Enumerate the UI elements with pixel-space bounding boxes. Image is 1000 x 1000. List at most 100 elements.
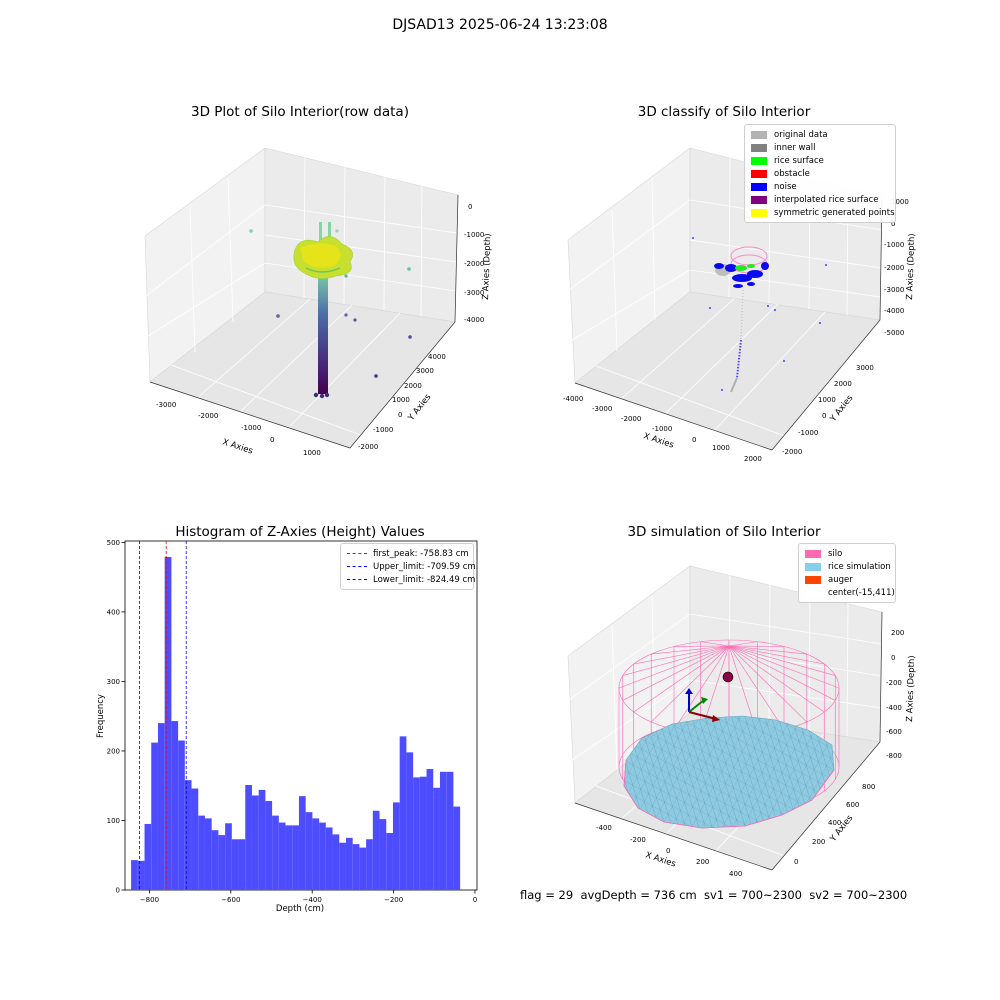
histogram-y-tick-label: 100 xyxy=(107,817,120,825)
silo-roof-line xyxy=(728,645,836,676)
panel2-z-tick: -3000 xyxy=(884,286,904,294)
panel4-x-tick: 0 xyxy=(666,847,670,855)
legend-line xyxy=(347,566,367,567)
panel2-gridlines xyxy=(568,154,883,439)
histogram-bar xyxy=(157,723,165,890)
histogram-bar xyxy=(285,825,293,890)
panel2-x-tick: -2000 xyxy=(621,415,641,423)
histogram-x-tick-label: −200 xyxy=(384,896,403,904)
histogram-bar xyxy=(238,839,246,890)
panel4-auger-marker xyxy=(722,671,734,683)
histogram-bar xyxy=(191,788,199,890)
panel1-y-tick: 1000 xyxy=(392,396,410,404)
legend-label: rice simulation xyxy=(828,561,891,572)
histogram-bar xyxy=(272,815,279,890)
panel4-z-ticks: 200 0 -200 -400 -600 -800 xyxy=(886,629,904,760)
legend-label: first_peak: -758.83 cm xyxy=(373,548,469,559)
histogram-y-label: Frequency xyxy=(96,694,106,738)
panel2-z-tick: -2000 xyxy=(884,264,904,272)
legend-swatch xyxy=(751,143,767,152)
legend-item-lower-limit: Lower_limit: -824.49 cm xyxy=(347,573,475,586)
histogram-bar xyxy=(298,796,306,890)
histogram-bar xyxy=(386,832,393,890)
panel1-x-tick: -3000 xyxy=(156,401,176,409)
silo-roof-line xyxy=(728,645,807,723)
panel1-y-tick: 4000 xyxy=(428,353,446,361)
panel1-x-tick: -2000 xyxy=(198,412,218,420)
panel2-z-tick: -1000 xyxy=(884,241,904,249)
legend-label: original data xyxy=(774,129,828,140)
histogram-bar xyxy=(352,844,360,890)
histogram-bar xyxy=(399,736,407,890)
panel2-z-tick: 1000 xyxy=(891,198,909,206)
histogram-bar xyxy=(345,837,353,890)
silo-roof-line xyxy=(728,641,758,647)
legend-swatch xyxy=(751,156,767,165)
panel1-rice-surface-edge xyxy=(305,267,341,273)
legend-line xyxy=(347,553,367,554)
legend-item-interpolated-rice-surface: interpolated rice surface xyxy=(751,193,889,206)
histogram-bar xyxy=(265,801,273,890)
panel2-y-tick: 0 xyxy=(822,412,826,420)
silo-roof-line xyxy=(728,645,836,701)
silo-roof-line xyxy=(728,645,785,730)
histogram-bar xyxy=(211,830,219,890)
panel2-z-tick: -5000 xyxy=(884,329,904,337)
panel2-z-tick: 0 xyxy=(891,220,895,228)
panel2-x-tick: -3000 xyxy=(592,405,612,413)
panel2-y-tick: 1000 xyxy=(818,396,836,404)
histogram-bar xyxy=(171,721,179,890)
histogram-bar xyxy=(151,742,158,890)
panel1-z-tick: -1000 xyxy=(464,231,484,239)
panel1-z-tick: 0 xyxy=(468,203,472,211)
legend-swatch xyxy=(805,588,821,597)
histogram-bar xyxy=(392,802,400,890)
panel2-legend: original data inner wall rice surface ob… xyxy=(744,124,896,223)
histogram-bar xyxy=(164,556,172,890)
histogram-bar xyxy=(312,818,320,890)
panel4-x-ticks: -400 -200 0 200 400 xyxy=(596,824,742,878)
silo-roof-line xyxy=(728,645,807,655)
histogram-bar xyxy=(319,822,326,890)
legend-item-symmetric-generated-points: symmetric generated points xyxy=(751,206,895,219)
histogram-y-ticks: 0 100 200 300 400 500 xyxy=(107,539,125,895)
histogram-bar xyxy=(426,769,434,890)
histogram-bar xyxy=(379,819,387,890)
histogram-x-tick-label: −400 xyxy=(303,896,322,904)
panel4-z-tick: 200 xyxy=(891,629,904,637)
panel1-x-label: X Axies xyxy=(221,437,254,456)
legend-item-inner-wall: inner wall xyxy=(751,141,889,154)
histogram-bar xyxy=(453,806,461,890)
histogram-bar xyxy=(137,860,145,890)
histogram-bar xyxy=(292,825,299,890)
panel1-y-label: Y Axies xyxy=(406,392,434,424)
panel1-x-tick: 1000 xyxy=(303,449,321,457)
panel2-x-label: X Axies xyxy=(642,431,675,450)
panel4-y-label: Y Axies xyxy=(828,813,856,845)
histogram-y-tick-label: 200 xyxy=(107,747,120,755)
panel4-legend: silo rice simulation auger center(-15,41… xyxy=(798,543,896,603)
panel1-rice-surface-highlight xyxy=(300,243,341,268)
legend-item-silo: silo xyxy=(805,547,889,560)
panel4-x-tick: 400 xyxy=(729,870,742,878)
legend-item-center: center(-15,411) xyxy=(805,586,895,599)
panel1-axes: -3000 -2000 -1000 0 1000 X Axies -2000 -… xyxy=(144,147,493,457)
legend-item-rice-simulation: rice simulation xyxy=(805,560,891,573)
histogram-bar xyxy=(144,823,152,890)
panel4-x-tick: 200 xyxy=(696,858,709,866)
panel4-scene xyxy=(618,639,840,829)
panel4-x-label: X Axies xyxy=(644,850,677,869)
histogram-bar xyxy=(366,839,373,890)
panel1-y-tick: -2000 xyxy=(358,443,378,451)
histogram-bar xyxy=(439,771,447,890)
histogram-bar xyxy=(278,822,286,890)
panel4-z-tick: -400 xyxy=(886,704,902,712)
panel1-column-top xyxy=(319,222,322,252)
footer-status-text: flag = 29 avgDepth = 736 cm sv1 = 700~23… xyxy=(520,888,908,902)
panel2-outliers xyxy=(692,237,827,391)
panel2-x-ticks: -4000 -3000 -2000 -1000 0 1000 2000 xyxy=(563,395,762,463)
panel2-title: 3D classify of Silo Interior xyxy=(637,104,811,120)
panel2-rice-surface-cluster xyxy=(735,264,755,271)
legend-swatch xyxy=(751,195,767,204)
histogram-bar xyxy=(359,847,367,890)
